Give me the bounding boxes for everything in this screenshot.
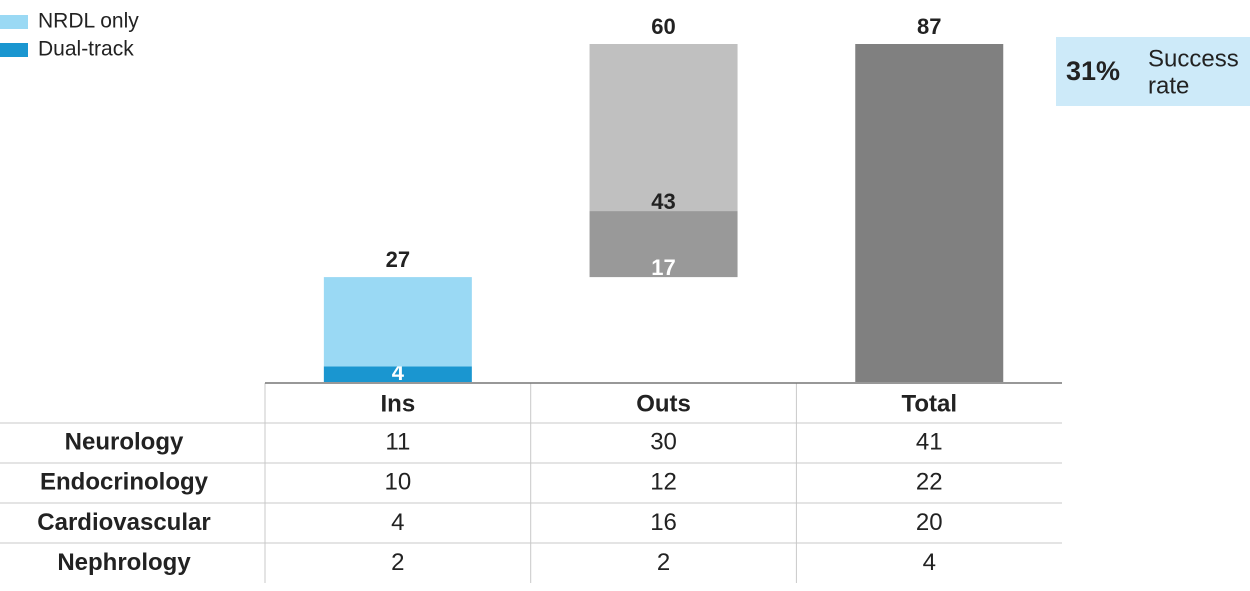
row-label: Neurology: [65, 428, 184, 455]
total-label: 87: [917, 14, 941, 39]
cell: 2: [657, 549, 670, 576]
cell: 4: [923, 549, 936, 576]
bar-segment: [855, 44, 1004, 382]
bar-segment: [589, 211, 738, 278]
bar-segment: [323, 366, 472, 382]
cell: 12: [650, 469, 677, 496]
cell: 11: [385, 428, 410, 455]
segment-label: 17: [651, 255, 675, 280]
column-header: Total: [901, 390, 957, 417]
cell: 22: [916, 469, 943, 496]
callout-box: [1056, 37, 1250, 106]
total-label: 27: [386, 247, 410, 272]
cell: 30: [650, 428, 677, 455]
row-label: Nephrology: [57, 549, 191, 576]
legend-swatch: [0, 43, 28, 57]
callout-text: rate: [1148, 72, 1189, 99]
bar-segment: [323, 277, 472, 367]
legend-swatch: [0, 15, 28, 29]
column-header: Ins: [381, 390, 416, 417]
bar-segment: [589, 44, 738, 212]
legend-label: Dual-track: [38, 38, 134, 61]
column-header: Outs: [636, 390, 691, 417]
cell: 41: [916, 428, 943, 455]
total-label: 60: [651, 14, 675, 39]
cell: 16: [650, 509, 677, 536]
callout-value: 31%: [1066, 56, 1120, 86]
legend-label: NRDL only: [38, 10, 139, 33]
cell: 4: [391, 509, 404, 536]
callout-text: Success: [1148, 45, 1239, 72]
cell: 20: [916, 509, 943, 536]
row-label: Cardiovascular: [37, 509, 210, 536]
cell: 2: [391, 549, 404, 576]
segment-label: 43: [651, 189, 675, 214]
row-label: Endocrinology: [40, 469, 209, 496]
cell: 10: [384, 469, 411, 496]
